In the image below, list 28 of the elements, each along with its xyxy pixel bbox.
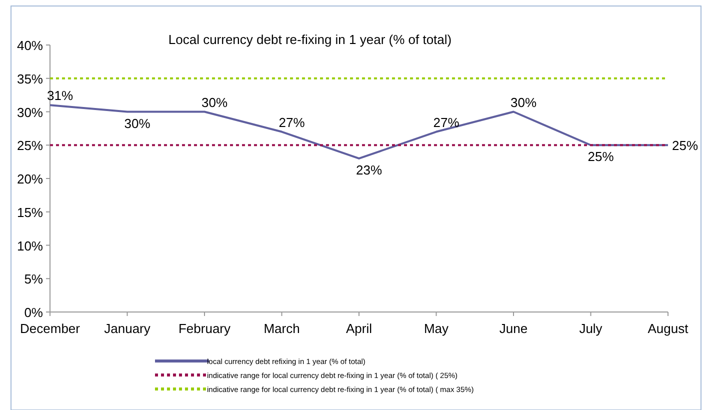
x-tick-label: June [499, 321, 528, 336]
data-label: 25% [672, 138, 698, 154]
x-tick-label: May [424, 321, 450, 336]
data-label: 31% [46, 88, 74, 104]
x-tick-label: March [264, 321, 300, 336]
y-tick-label: 15% [16, 204, 44, 220]
y-tick-label: 35% [16, 71, 44, 86]
chart-title: Local currency debt re-fixing in 1 year (% of total) [168, 32, 452, 47]
y-tick-label: 5% [24, 272, 44, 287]
data-label: 27% [433, 114, 460, 130]
y-tick-label: 25% [16, 138, 44, 154]
x-tick-label: January [104, 321, 151, 336]
x-tick-label: August [648, 321, 689, 336]
data-label: 23% [356, 162, 382, 178]
x-tick-label: April [346, 321, 372, 336]
y-tick-label: 20% [16, 172, 44, 186]
data-label: 30% [510, 94, 537, 110]
data-label: 30% [124, 116, 151, 131]
data-label: 27% [278, 114, 306, 130]
data-label: 25% [588, 149, 614, 164]
x-tick-label: February [178, 321, 232, 336]
x-tick-label: December [20, 321, 81, 336]
x-tick-label: July [579, 321, 603, 336]
y-tick-label: 0% [24, 305, 44, 320]
y-tick-label: 10% [16, 238, 44, 254]
y-tick-label: 30% [16, 104, 44, 120]
y-tick-label: 40% [16, 38, 44, 53]
data-label: 30% [201, 94, 228, 110]
